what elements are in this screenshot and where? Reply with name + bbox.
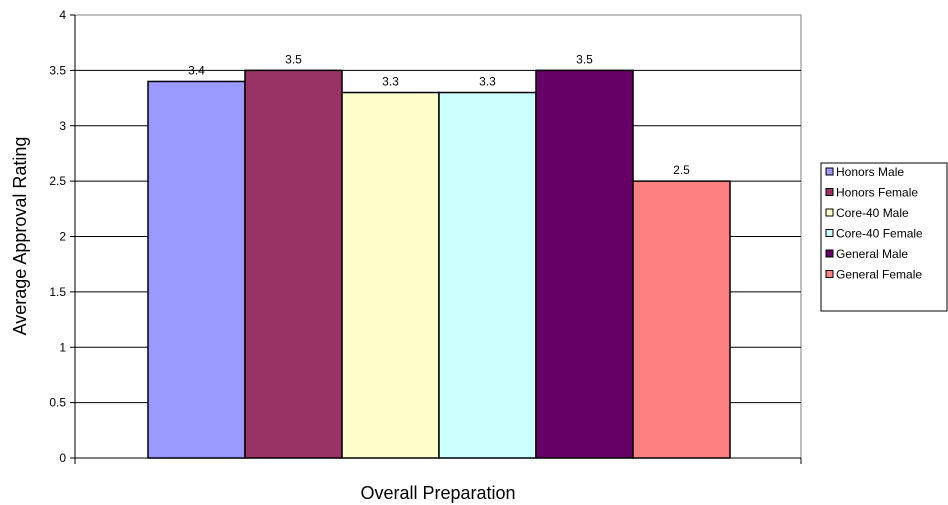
legend-label: Core-40 Female — [836, 227, 923, 241]
legend-swatch — [825, 167, 834, 176]
data-label: 2.5 — [673, 163, 690, 177]
bar-general-female — [632, 180, 731, 459]
legend-swatch — [825, 208, 834, 217]
y-tick-label: 1.5 — [49, 285, 66, 299]
legend-swatch — [825, 229, 834, 237]
legend-swatch — [825, 270, 834, 278]
y-tick-label: 3.5 — [49, 63, 66, 77]
legend-swatch — [825, 188, 834, 196]
y-tick-label: 1 — [59, 340, 66, 354]
y-tick-label: 4 — [59, 8, 66, 22]
legend-label: General Male — [836, 247, 908, 261]
y-axis-ticks: 0 0.5 1 1.5 2 2.5 3 3.5 4 — [49, 8, 75, 465]
legend-items: Honors Male Honors Female Core-40 Male Core… — [825, 165, 923, 282]
legend-frame — [820, 162, 948, 312]
legend-label: Honors Female — [836, 186, 918, 200]
y-axis-title: Average Approval Rating — [10, 137, 30, 336]
bar-core-40-male — [341, 91, 440, 459]
bar-general-male — [535, 69, 634, 459]
bar-honors-female — [244, 69, 343, 459]
y-tick-label: 0 — [59, 451, 66, 465]
legend-label: General Female — [836, 268, 922, 282]
data-labels: 3.4 3.5 3.3 3.3 3.5 2.5 — [188, 52, 690, 177]
data-label: 3.5 — [576, 52, 593, 66]
legend-label: Honors Male — [836, 165, 904, 179]
y-tick-label: 3 — [59, 119, 66, 133]
bar-core-40-female — [438, 91, 537, 459]
legend: Honors Male Honors Female Core-40 Male Core… — [820, 162, 948, 312]
y-tick-label: 0.5 — [49, 396, 66, 410]
bar-honors-male — [147, 80, 246, 459]
y-tick-label: 2.5 — [49, 174, 66, 188]
legend-swatch — [825, 249, 834, 258]
data-label: 3.3 — [479, 75, 496, 89]
data-label: 3.5 — [285, 52, 302, 66]
bars — [147, 69, 731, 459]
legend-label: Core-40 Male — [836, 206, 909, 220]
plot-area: 0 0.5 1 1.5 2 2.5 3 3.5 4 3.4 3.5 3.3 3.3 3.5 2.5 — [49, 8, 802, 465]
data-label: 3.4 — [188, 63, 205, 77]
x-axis-title: Overall Preparation — [360, 483, 515, 503]
y-tick-label: 2 — [59, 230, 66, 244]
data-label: 3.3 — [382, 75, 399, 89]
